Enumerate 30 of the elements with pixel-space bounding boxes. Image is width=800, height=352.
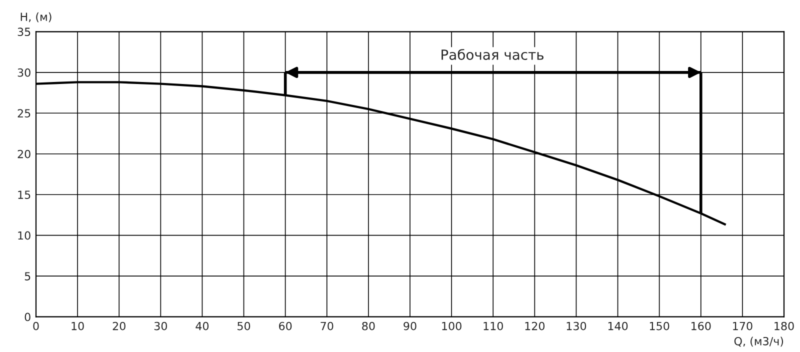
y-tick-label: 20 [18, 150, 30, 158]
y-tick-label: 5 [24, 272, 30, 280]
x-tick-label: 120 [525, 322, 545, 330]
x-axis-title: Q, (м3/ч) [734, 336, 784, 347]
x-tick-label: 160 [692, 322, 711, 330]
x-tick-label: 90 [404, 322, 416, 330]
x-tick-label: 10 [72, 322, 84, 330]
x-tick-label: 100 [442, 322, 462, 330]
x-tick-label: 140 [608, 322, 628, 330]
y-tick-label: 35 [18, 28, 30, 36]
x-tick-label: 30 [154, 322, 167, 330]
x-tick-label: 20 [112, 322, 126, 330]
y-axis-title: H, (м) [20, 12, 52, 22]
x-tick-label: 180 [774, 322, 794, 330]
y-tick-label: 15 [18, 190, 30, 199]
x-tick-label: 70 [320, 322, 334, 330]
x-tick-label: 80 [362, 322, 375, 330]
x-tick-label: 130 [566, 322, 586, 330]
y-tick-label: 0 [24, 312, 30, 322]
x-tick-label: 110 [484, 322, 503, 330]
x-tick-label: 0 [33, 322, 39, 330]
x-tick-label: 40 [196, 322, 209, 330]
annotation: Рабочая часть [442, 48, 544, 60]
x-tick-label: 170 [733, 322, 752, 330]
y-tick-label: 30 [18, 68, 30, 77]
x-tick-label: 50 [238, 322, 250, 330]
x-tick-label: 150 [650, 322, 670, 330]
y-tick-label: 10 [18, 231, 30, 240]
y-tick-label: 25 [18, 109, 30, 118]
x-tick-label: 60 [279, 322, 292, 330]
